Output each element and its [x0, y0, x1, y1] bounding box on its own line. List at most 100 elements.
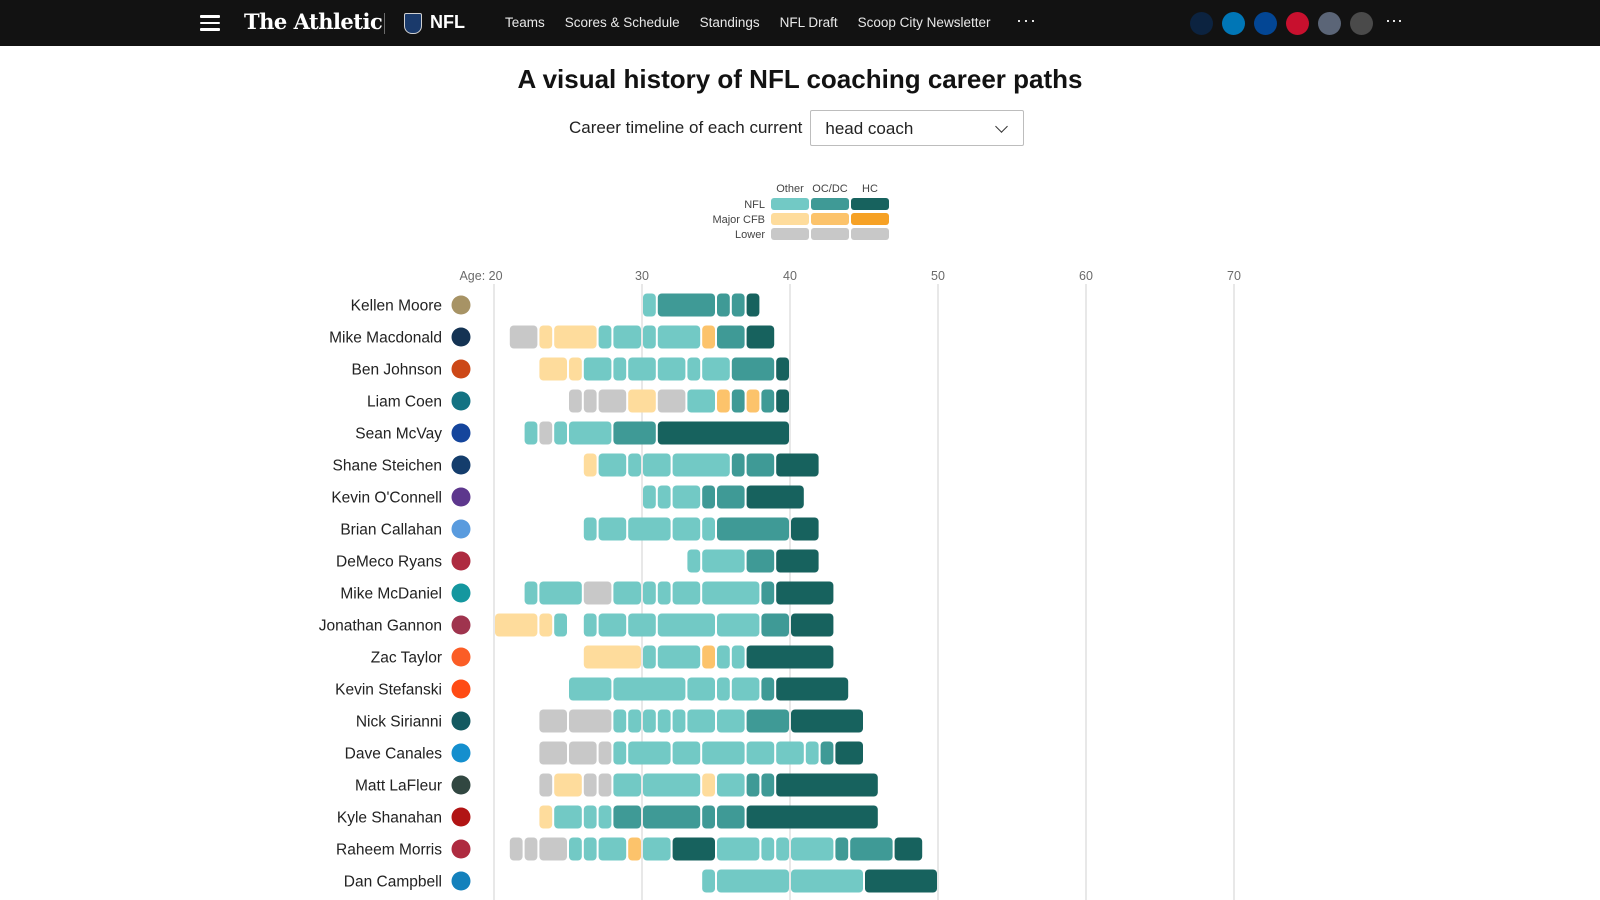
career-stint-bar[interactable] — [761, 677, 775, 701]
career-stint-bar[interactable] — [598, 613, 627, 637]
career-stint-bar[interactable] — [569, 421, 612, 445]
career-stint-bar[interactable] — [702, 517, 715, 541]
career-stint-bar[interactable] — [776, 389, 789, 413]
nav-scores-schedule[interactable]: Scores & Schedule — [564, 15, 680, 30]
career-stint-bar[interactable] — [746, 773, 760, 797]
career-stint-bar[interactable] — [746, 805, 878, 829]
career-stint-bar[interactable] — [657, 421, 789, 445]
career-stint-bar[interactable] — [717, 517, 789, 541]
career-stint-bar[interactable] — [657, 613, 715, 637]
nfl-shield-icon[interactable] — [404, 13, 422, 34]
career-stint-bar[interactable] — [583, 773, 597, 797]
career-stint-bar[interactable] — [583, 389, 597, 413]
career-stint-bar[interactable] — [583, 805, 597, 829]
career-stint-bar[interactable] — [791, 869, 863, 893]
career-stint-bar[interactable] — [539, 805, 553, 829]
career-stint-bar[interactable] — [583, 517, 597, 541]
career-stint-bar[interactable] — [835, 741, 863, 765]
career-stint-bar[interactable] — [643, 645, 656, 669]
career-stint-bar[interactable] — [776, 581, 834, 605]
career-stint-bar[interactable] — [657, 357, 686, 381]
career-stint-bar[interactable] — [702, 645, 715, 669]
career-stint-bar[interactable] — [495, 613, 538, 637]
career-stint-bar[interactable] — [539, 613, 553, 637]
career-stint-bar[interactable] — [583, 645, 641, 669]
career-stint-bar[interactable] — [613, 741, 627, 765]
career-stint-bar[interactable] — [569, 677, 612, 701]
career-stint-bar[interactable] — [628, 613, 656, 637]
career-stint-bar[interactable] — [717, 709, 745, 733]
career-stint-bar[interactable] — [717, 485, 745, 509]
career-stint-bar[interactable] — [643, 485, 656, 509]
career-stint-bar[interactable] — [583, 357, 612, 381]
career-stint-bar[interactable] — [761, 581, 775, 605]
career-stint-bar[interactable] — [643, 805, 701, 829]
career-stint-bar[interactable] — [731, 389, 745, 413]
career-stint-bar[interactable] — [687, 549, 701, 573]
career-stint-bar[interactable] — [657, 293, 715, 317]
career-stint-bar[interactable] — [628, 709, 641, 733]
career-stint-bar[interactable] — [539, 837, 567, 861]
career-stint-bar[interactable] — [509, 837, 523, 861]
career-stint-bar[interactable] — [643, 837, 671, 861]
career-stint-bar[interactable] — [687, 677, 715, 701]
career-stint-bar[interactable] — [554, 773, 582, 797]
lions-icon[interactable] — [1222, 12, 1245, 35]
career-stint-bar[interactable] — [672, 517, 701, 541]
career-stint-bar[interactable] — [672, 581, 701, 605]
career-stint-bar[interactable] — [791, 709, 863, 733]
career-stint-bar[interactable] — [702, 485, 715, 509]
career-stint-bar[interactable] — [598, 517, 627, 541]
career-stint-bar[interactable] — [702, 549, 745, 573]
career-stint-bar[interactable] — [539, 421, 553, 445]
career-stint-bar[interactable] — [643, 773, 701, 797]
career-stint-bar[interactable] — [613, 357, 627, 381]
career-stint-bar[interactable] — [702, 325, 715, 349]
career-stint-bar[interactable] — [672, 485, 701, 509]
career-stint-bar[interactable] — [702, 869, 715, 893]
career-stint-bar[interactable] — [554, 805, 582, 829]
career-stint-bar[interactable] — [731, 453, 745, 477]
career-stint-bar[interactable] — [702, 357, 730, 381]
career-stint-bar[interactable] — [717, 869, 789, 893]
career-stint-bar[interactable] — [524, 421, 538, 445]
career-stint-bar[interactable] — [628, 741, 671, 765]
career-stint-bar[interactable] — [672, 837, 715, 861]
career-stint-bar[interactable] — [746, 325, 775, 349]
career-stint-bar[interactable] — [672, 453, 730, 477]
career-stint-bar[interactable] — [702, 581, 760, 605]
career-stint-bar[interactable] — [569, 389, 582, 413]
career-stint-bar[interactable] — [643, 709, 656, 733]
career-stint-bar[interactable] — [746, 293, 760, 317]
career-stint-bar[interactable] — [628, 453, 641, 477]
career-stint-bar[interactable] — [835, 837, 849, 861]
career-stint-bar[interactable] — [731, 677, 760, 701]
titans-icon[interactable] — [1190, 12, 1213, 35]
career-stint-bar[interactable] — [657, 325, 701, 349]
career-stint-bar[interactable] — [539, 325, 553, 349]
career-stint-bar[interactable] — [820, 741, 834, 765]
career-stint-bar[interactable] — [539, 773, 553, 797]
career-stint-bar[interactable] — [643, 581, 656, 605]
career-stint-bar[interactable] — [717, 389, 730, 413]
career-stint-bar[interactable] — [702, 773, 715, 797]
career-stint-bar[interactable] — [805, 741, 819, 765]
career-stint-bar[interactable] — [613, 773, 641, 797]
career-stint-bar[interactable] — [628, 357, 656, 381]
career-stint-bar[interactable] — [539, 581, 582, 605]
career-stint-bar[interactable] — [761, 837, 775, 861]
career-stint-bar[interactable] — [776, 773, 878, 797]
premier-league-icon[interactable] — [1350, 12, 1373, 35]
career-stint-bar[interactable] — [746, 645, 834, 669]
career-stint-bar[interactable] — [717, 773, 745, 797]
career-stint-bar[interactable] — [598, 741, 612, 765]
career-stint-bar[interactable] — [613, 421, 656, 445]
career-stint-bar[interactable] — [850, 837, 893, 861]
career-stint-bar[interactable] — [598, 805, 612, 829]
career-stint-bar[interactable] — [613, 581, 641, 605]
career-stint-bar[interactable] — [761, 389, 775, 413]
career-stint-bar[interactable] — [731, 357, 775, 381]
career-stint-bar[interactable] — [509, 325, 538, 349]
career-stint-bar[interactable] — [539, 741, 567, 765]
career-stint-bar[interactable] — [731, 293, 745, 317]
